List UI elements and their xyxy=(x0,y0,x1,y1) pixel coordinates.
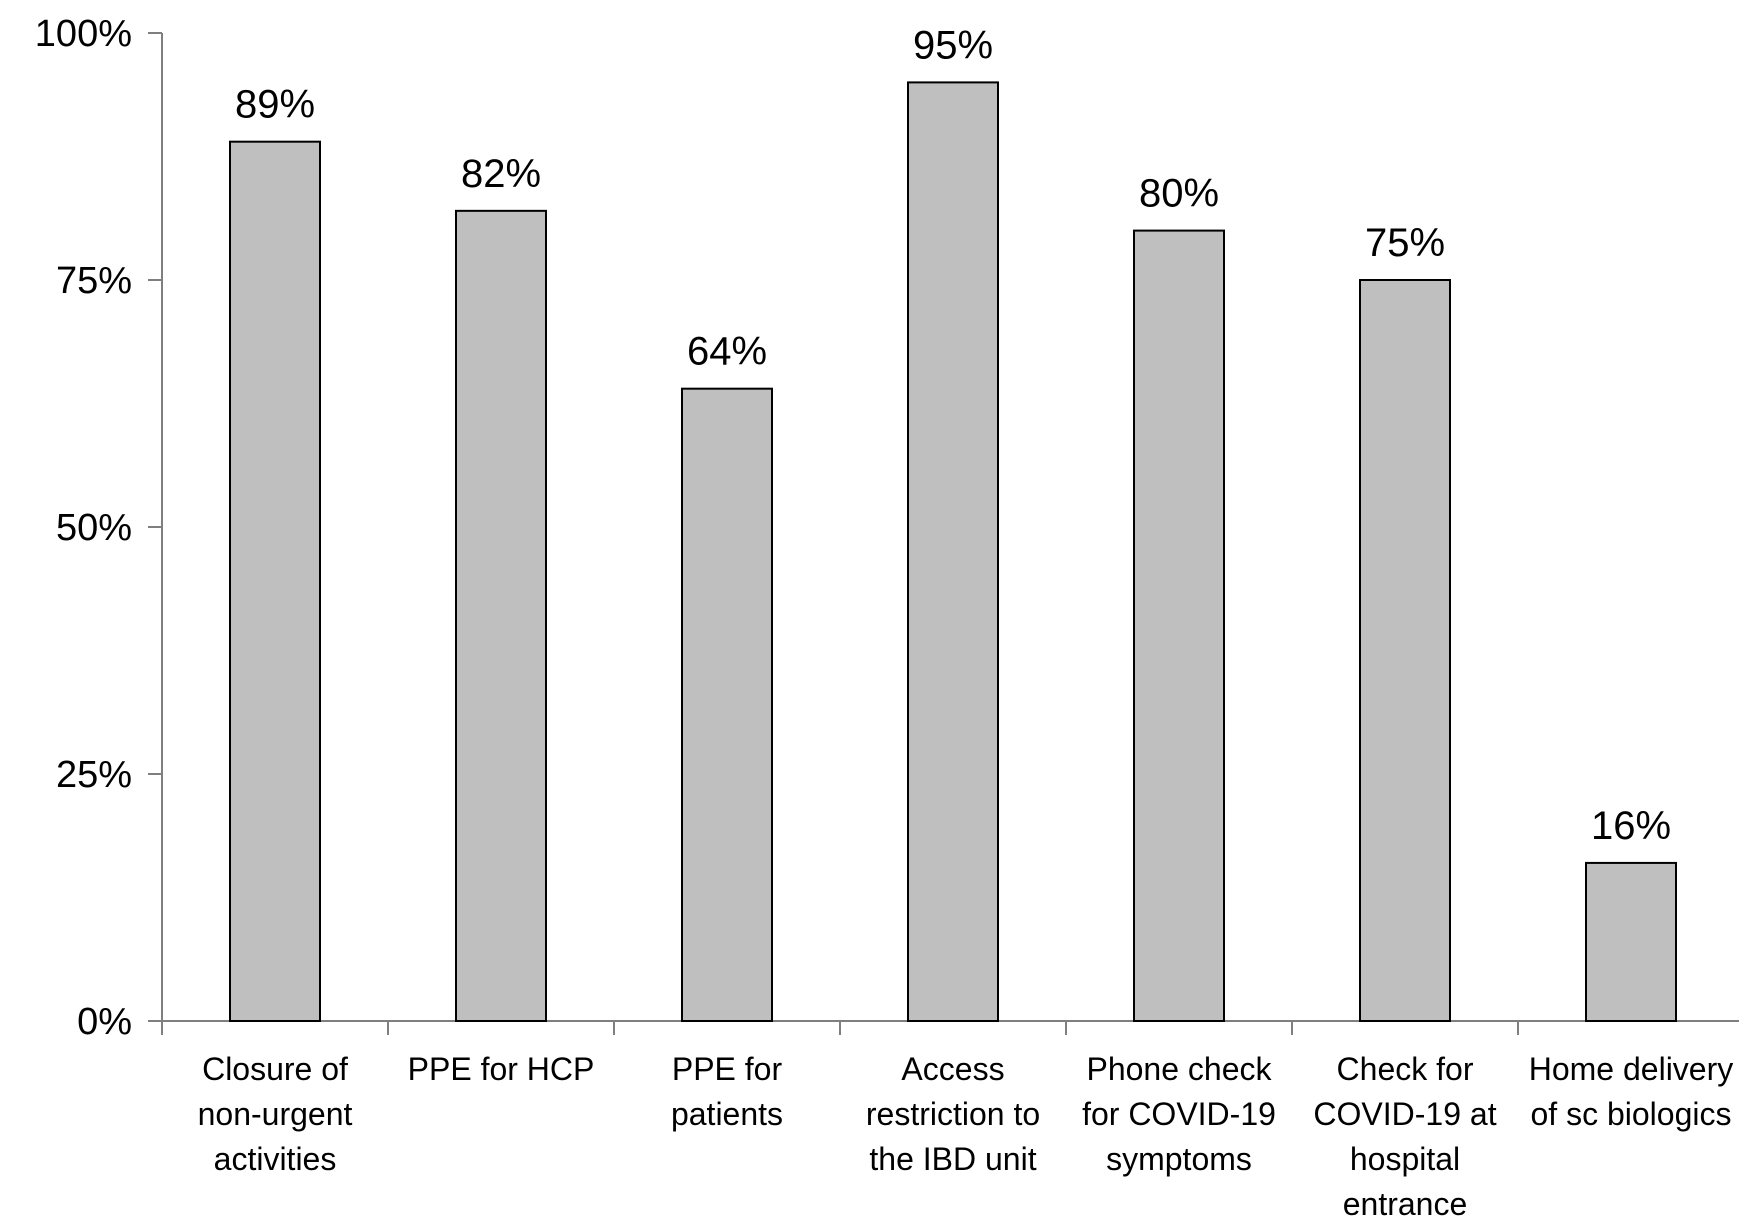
bars xyxy=(229,81,1677,1023)
category-label-line: Phone check xyxy=(1086,1051,1272,1087)
bar xyxy=(681,387,773,1022)
category-label: PPE for patients xyxy=(671,1051,783,1132)
data-label: 64% xyxy=(687,330,767,374)
category-label-line: PPE for HCP xyxy=(408,1051,595,1087)
category-label-line: for COVID-19 xyxy=(1082,1096,1276,1132)
x-axis xyxy=(148,1020,1739,1035)
data-labels: 89% 82% 64% 95% 80% 75% 16% xyxy=(235,23,1671,848)
category-label-line: of sc biologics xyxy=(1531,1096,1732,1132)
data-label: 95% xyxy=(913,23,993,67)
category-label: Phone check for COVID-19 symptoms xyxy=(1082,1051,1276,1177)
category-label-line: COVID-19 at xyxy=(1313,1096,1496,1132)
category-label: PPE for HCP xyxy=(408,1051,595,1087)
category-labels: Closure of non-urgent activities PPE for HC… xyxy=(198,1051,1734,1221)
category-label-line: entrance xyxy=(1343,1186,1468,1221)
y-tick-label: 0% xyxy=(77,1001,132,1043)
category-label-line: activities xyxy=(214,1141,337,1177)
category-label: Access restriction to the IBD unit xyxy=(866,1051,1040,1177)
data-label: 75% xyxy=(1365,221,1445,265)
y-tick-label: 25% xyxy=(56,754,132,796)
data-label: 82% xyxy=(461,152,541,196)
bar xyxy=(455,209,547,1022)
data-label: 80% xyxy=(1139,172,1219,216)
category-label-line: Closure of xyxy=(202,1051,348,1087)
bar xyxy=(1585,861,1677,1022)
category-label-line: patients xyxy=(671,1096,783,1132)
category-label-line: symptoms xyxy=(1106,1141,1252,1177)
bar xyxy=(907,81,999,1022)
y-tick-label: 75% xyxy=(56,260,132,302)
category-label-line: non-urgent xyxy=(198,1096,353,1132)
data-label: 89% xyxy=(235,83,315,127)
category-label-line: PPE for xyxy=(672,1051,783,1087)
bar xyxy=(1133,229,1225,1023)
category-label-line: hospital xyxy=(1350,1141,1460,1177)
data-label: 16% xyxy=(1591,804,1671,848)
bar xyxy=(1359,279,1451,1022)
category-label-line: Home delivery xyxy=(1529,1051,1734,1087)
category-label-line: restriction to xyxy=(866,1096,1040,1132)
category-label-line: Check for xyxy=(1337,1051,1474,1087)
bar xyxy=(229,140,321,1022)
category-label: Check for COVID-19 at hospital entrance xyxy=(1313,1051,1496,1221)
y-axis: 0% 25% 50% 75% 100% xyxy=(35,13,163,1043)
category-label-line: Access xyxy=(901,1051,1004,1087)
category-label-line: the IBD unit xyxy=(869,1141,1036,1177)
y-tick-label: 50% xyxy=(56,507,132,549)
y-tick-label: 100% xyxy=(35,13,132,55)
category-label: Home delivery of sc biologics xyxy=(1529,1051,1734,1132)
category-label: Closure of non-urgent activities xyxy=(198,1051,353,1177)
